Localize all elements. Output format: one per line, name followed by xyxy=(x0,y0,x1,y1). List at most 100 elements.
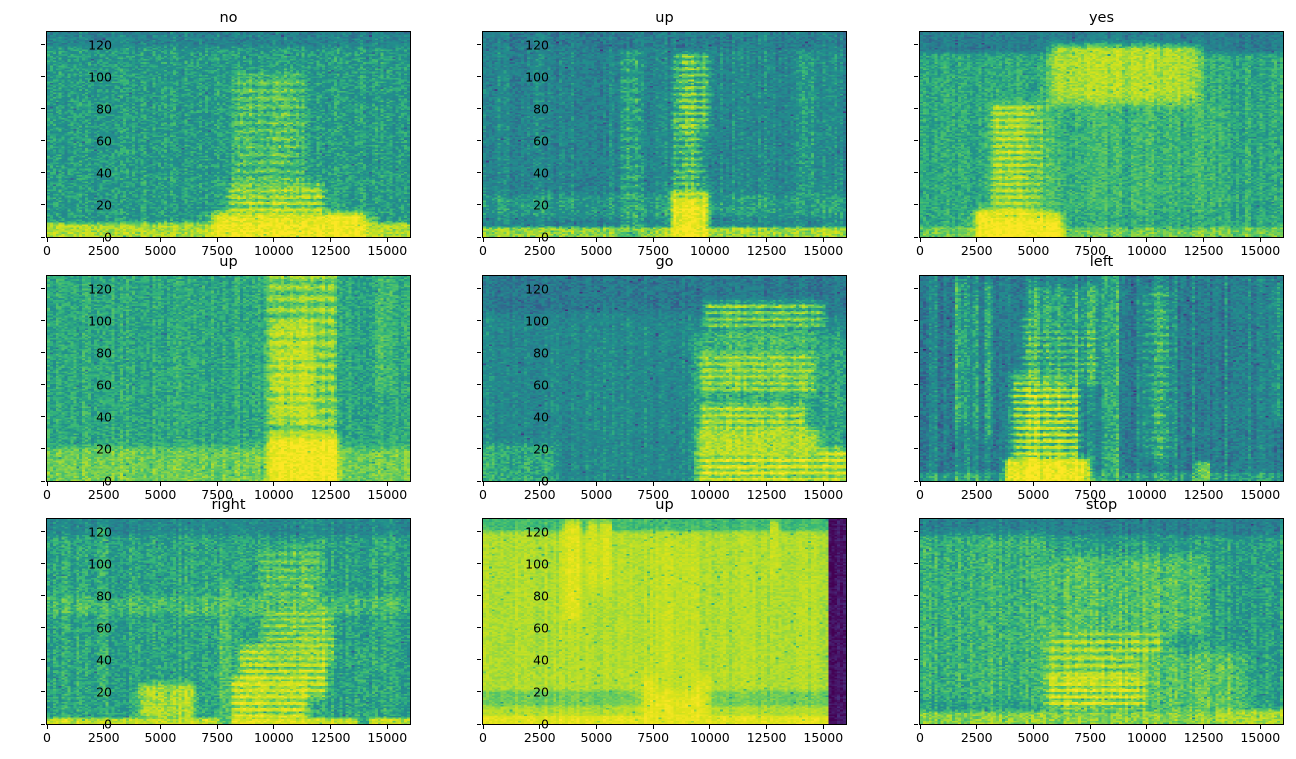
y-tick-mark xyxy=(914,723,918,725)
y-tick-label: 20 xyxy=(96,197,112,213)
y-tick-label: 40 xyxy=(533,165,549,181)
y-tick-mark xyxy=(477,140,481,142)
x-tick-mark xyxy=(386,482,388,486)
axes-frame xyxy=(919,31,1284,238)
x-tick-label: 2500 xyxy=(87,730,120,745)
y-tick-mark xyxy=(914,172,918,174)
y-tick-label: 80 xyxy=(96,588,112,604)
x-tick-mark xyxy=(1203,482,1205,486)
x-tick-label: 0 xyxy=(916,243,924,258)
y-tick-mark xyxy=(477,627,481,629)
x-tick-mark xyxy=(709,725,711,729)
y-tick-label: 20 xyxy=(96,684,112,700)
subplot-left-r1c2: left 0 2500 5000 7500 10000 12500 15000 0 20 40 6… xyxy=(525,254,1284,502)
y-tick-mark xyxy=(41,480,45,482)
spectrogram-heatmap-yes xyxy=(920,32,1283,237)
subplot-title: yes xyxy=(1088,10,1115,26)
x-tick-mark xyxy=(539,238,541,242)
x-tick-label: 7500 xyxy=(1074,487,1107,502)
x-tick-label: 2500 xyxy=(523,730,556,745)
y-tick-mark xyxy=(41,288,45,290)
x-tick-mark xyxy=(1259,482,1261,486)
x-tick-mark xyxy=(595,482,597,486)
x-tick-mark xyxy=(539,482,541,486)
x-tick-label: 10000 xyxy=(253,243,294,258)
x-tick-label: 0 xyxy=(916,730,924,745)
y-tick-label: 100 xyxy=(88,556,112,572)
x-tick-label: 2500 xyxy=(87,243,120,258)
x-tick-mark xyxy=(46,725,48,729)
x-tick-label: 5000 xyxy=(580,730,613,745)
y-tick-label: 120 xyxy=(88,524,112,540)
y-tick-mark xyxy=(477,44,481,46)
subplot-up-r0c1: up 0 2500 5000 7500 10000 12500 15000 0 20 40 60 8… xyxy=(88,10,847,258)
x-tick-label: 2500 xyxy=(960,730,993,745)
y-tick-mark xyxy=(914,627,918,629)
y-tick-label: 120 xyxy=(88,37,112,53)
axes-frame xyxy=(46,275,411,482)
y-tick-label: 100 xyxy=(88,313,112,329)
x-tick-label: 5000 xyxy=(580,487,613,502)
y-tick-mark xyxy=(41,108,45,110)
y-tick-label: 80 xyxy=(96,101,112,117)
y-tick-label: 120 xyxy=(525,37,549,53)
x-tick-mark xyxy=(709,482,711,486)
y-tick-label: 40 xyxy=(96,165,112,181)
y-tick-mark xyxy=(914,480,918,482)
subplot-title: up xyxy=(219,254,238,270)
y-tick-mark xyxy=(914,236,918,238)
spectrogram-heatmap-up xyxy=(483,519,846,724)
x-tick-label: 15000 xyxy=(367,243,408,258)
y-tick-label: 0 xyxy=(541,473,549,489)
x-tick-label: 0 xyxy=(479,243,487,258)
y-tick-mark xyxy=(477,172,481,174)
y-tick-label: 60 xyxy=(533,620,549,636)
x-tick-mark xyxy=(1089,725,1091,729)
y-tick-mark xyxy=(41,236,45,238)
x-tick-mark xyxy=(330,725,332,729)
x-tick-label: 15000 xyxy=(1240,487,1281,502)
y-tick-mark xyxy=(41,723,45,725)
x-tick-label: 5000 xyxy=(144,730,177,745)
y-tick-mark xyxy=(914,204,918,206)
subplot-go-r1c1: go 0 2500 5000 7500 10000 12500 15000 0 20 40 60 8… xyxy=(88,254,847,502)
x-tick-mark xyxy=(766,482,768,486)
y-tick-label: 40 xyxy=(533,652,549,668)
x-tick-mark xyxy=(1032,238,1034,242)
x-tick-mark xyxy=(46,482,48,486)
y-tick-mark xyxy=(914,288,918,290)
x-tick-label: 12500 xyxy=(746,243,787,258)
x-tick-label: 10000 xyxy=(1126,730,1167,745)
x-tick-label: 15000 xyxy=(367,730,408,745)
x-tick-mark xyxy=(1146,238,1148,242)
y-tick-mark xyxy=(914,563,918,565)
x-tick-mark xyxy=(482,725,484,729)
x-tick-label: 12500 xyxy=(1183,730,1224,745)
x-tick-label: 7500 xyxy=(637,730,670,745)
y-tick-mark xyxy=(477,480,481,482)
y-tick-mark xyxy=(41,172,45,174)
x-tick-mark xyxy=(103,482,105,486)
x-tick-label: 0 xyxy=(43,487,51,502)
x-tick-mark xyxy=(709,238,711,242)
y-tick-label: 100 xyxy=(525,69,549,85)
x-tick-label: 5000 xyxy=(1017,487,1050,502)
spectrogram-heatmap-no xyxy=(47,32,410,237)
y-tick-mark xyxy=(477,531,481,533)
x-tick-mark xyxy=(1089,238,1091,242)
y-tick-label: 20 xyxy=(533,684,549,700)
x-tick-mark xyxy=(1032,725,1034,729)
y-tick-mark xyxy=(477,563,481,565)
y-tick-mark xyxy=(41,627,45,629)
spectrogram-heatmap-go xyxy=(483,276,846,481)
y-tick-mark xyxy=(41,416,45,418)
y-tick-mark xyxy=(477,659,481,661)
axes-frame xyxy=(46,518,411,725)
y-tick-mark xyxy=(41,563,45,565)
y-tick-label: 0 xyxy=(104,716,112,732)
x-tick-mark xyxy=(822,482,824,486)
spectrogram-heatmap-up xyxy=(47,276,410,481)
y-tick-label: 80 xyxy=(96,345,112,361)
x-tick-mark xyxy=(159,725,161,729)
